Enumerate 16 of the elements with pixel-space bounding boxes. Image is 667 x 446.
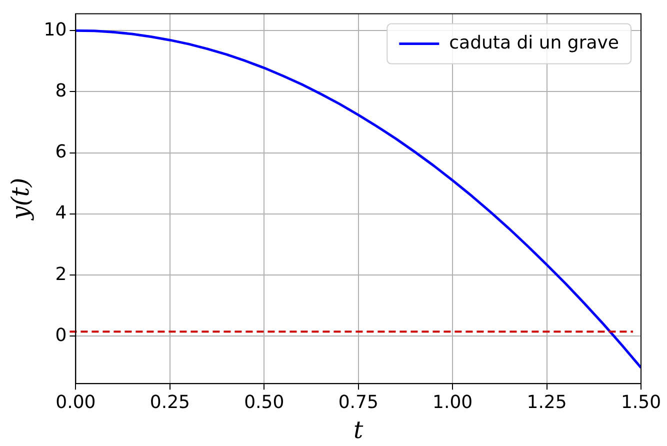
x-tick-label: 0.50 [244,392,284,414]
y-tick-label: 10 [44,19,67,40]
y-tick-label: 6 [55,142,67,163]
x-tick-label: 1.50 [620,392,662,414]
y-axis-title: y(t) [6,178,35,221]
x-tick-label: 1.25 [526,392,567,414]
legend-label: caduta di un grave [449,32,620,54]
x-tick-label: 1.00 [432,392,473,414]
x-axis-title: t [354,416,364,444]
x-tick-label: 0.75 [338,392,378,414]
y-tick-label: 8 [55,80,67,102]
x-tick-label: 0.00 [56,392,96,414]
x-tick-label: 0.25 [150,392,190,414]
y-tick-label: 4 [55,202,67,224]
y-tick-label: 2 [55,264,67,285]
y-tick-label: 0 [55,324,67,346]
